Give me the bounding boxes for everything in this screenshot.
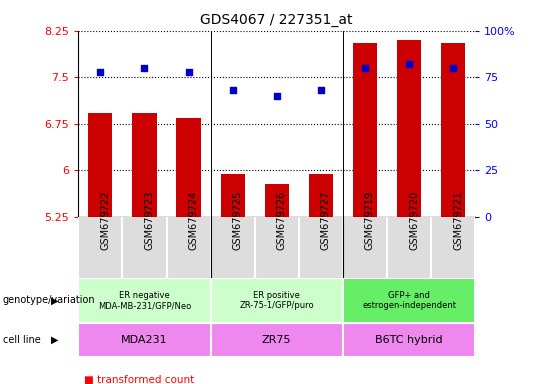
Point xyxy=(228,87,237,93)
Bar xyxy=(78,323,211,357)
Point xyxy=(405,61,414,67)
Text: GSM679727: GSM679727 xyxy=(321,190,331,250)
Bar xyxy=(309,174,333,217)
Point xyxy=(273,93,281,99)
Bar xyxy=(132,113,157,217)
Text: GSM679724: GSM679724 xyxy=(188,190,199,250)
Bar xyxy=(211,323,343,357)
Text: genotype/variation: genotype/variation xyxy=(3,295,96,306)
Text: GSM679721: GSM679721 xyxy=(453,190,463,250)
Bar xyxy=(343,323,475,357)
Text: cell line: cell line xyxy=(3,335,40,345)
Text: ER positive
ZR-75-1/GFP/puro: ER positive ZR-75-1/GFP/puro xyxy=(239,291,314,310)
Bar xyxy=(220,174,245,217)
Bar xyxy=(343,278,475,323)
Point xyxy=(184,69,193,75)
Bar xyxy=(211,278,343,323)
Text: B6TC hybrid: B6TC hybrid xyxy=(375,335,443,345)
Text: GSM679725: GSM679725 xyxy=(233,190,242,250)
Text: MDA231: MDA231 xyxy=(121,335,168,345)
Text: GSM679719: GSM679719 xyxy=(365,190,375,250)
Text: ER negative
MDA-MB-231/GFP/Neo: ER negative MDA-MB-231/GFP/Neo xyxy=(98,291,191,310)
Bar xyxy=(78,278,211,323)
Bar xyxy=(441,43,465,217)
Bar xyxy=(265,184,289,217)
Text: ▶: ▶ xyxy=(51,335,59,345)
Bar xyxy=(353,43,377,217)
Text: ZR75: ZR75 xyxy=(262,335,292,345)
Bar xyxy=(88,113,112,217)
Point xyxy=(316,87,325,93)
Point xyxy=(449,65,457,71)
Text: GSM679726: GSM679726 xyxy=(277,190,287,250)
Text: ▶: ▶ xyxy=(51,295,59,306)
Text: GFP+ and
estrogen-independent: GFP+ and estrogen-independent xyxy=(362,291,456,310)
Point xyxy=(96,69,105,75)
Text: GSM679723: GSM679723 xyxy=(145,190,154,250)
Text: GSM679722: GSM679722 xyxy=(100,190,110,250)
Text: ■ transformed count: ■ transformed count xyxy=(84,375,194,384)
Bar xyxy=(397,40,421,217)
Point xyxy=(361,65,369,71)
Point xyxy=(140,65,149,71)
Title: GDS4067 / 227351_at: GDS4067 / 227351_at xyxy=(200,13,353,27)
Text: GSM679720: GSM679720 xyxy=(409,190,419,250)
Bar xyxy=(177,118,201,217)
